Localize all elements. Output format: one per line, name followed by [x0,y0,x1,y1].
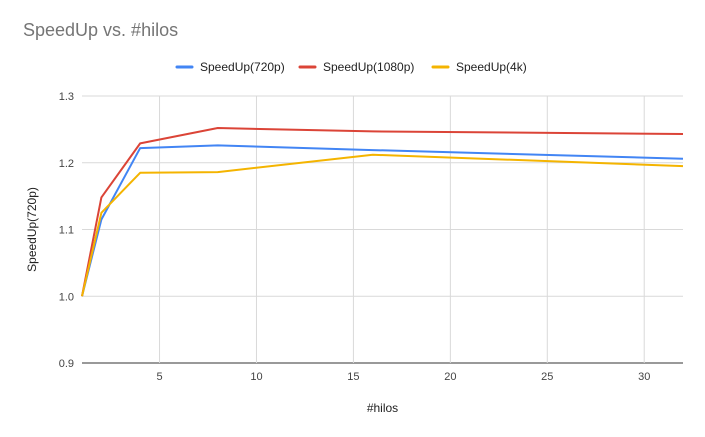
y-axis-label: SpeedUp(720p) [25,187,39,272]
y-tick-label: 1.2 [59,158,74,170]
legend-label: SpeedUp(4k) [456,60,527,74]
y-tick-label: 1.0 [59,291,74,303]
y-tick-label: 1.3 [59,91,74,103]
y-tick-label: 1.1 [59,225,74,237]
legend-label: SpeedUp(1080p) [323,60,414,74]
legend-label: SpeedUp(720p) [200,60,285,74]
x-tick-label: 30 [638,371,650,383]
x-tick-label: 20 [444,371,456,383]
series-line-2 [81,127,684,297]
x-tick-label: 5 [156,371,162,383]
chart-title: SpeedUp vs. #hilos [23,20,179,40]
x-tick-label: 25 [541,371,553,383]
series-line-3 [81,153,684,297]
series-line-1 [81,144,684,297]
x-tick-label: 15 [347,371,359,383]
x-tick-label: 10 [250,371,262,383]
y-tick-label: 0.9 [59,358,74,370]
x-axis-label: #hilos [367,401,398,415]
